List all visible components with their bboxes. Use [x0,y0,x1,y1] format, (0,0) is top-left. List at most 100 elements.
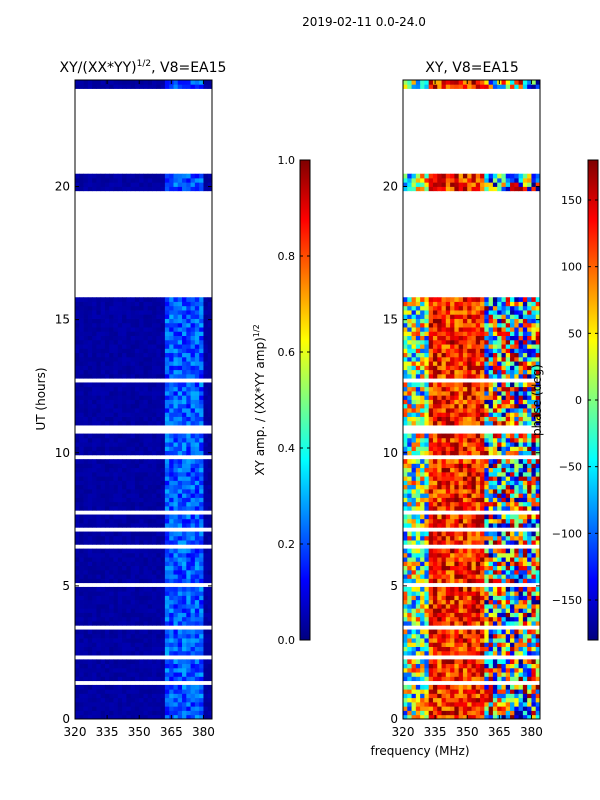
heatmap-cell [415,693,421,699]
heatmap-cell [531,506,537,511]
heatmap-cell [92,365,97,371]
heatmap-cell [190,310,196,315]
heatmap-cell [75,697,80,703]
heatmap-cell [207,173,212,179]
heatmap-cell [454,437,460,443]
heatmap-cell [467,548,472,554]
heatmap-cell [177,173,183,179]
heatmap-cell [75,437,80,443]
heatmap-cell [450,638,455,643]
heatmap-cell [415,659,421,665]
heatmap-cell [113,373,119,379]
heatmap-cell [467,663,472,669]
heatmap-cell [173,642,179,647]
heatmap-cell [173,433,179,439]
heatmap-cell [152,621,157,626]
heatmap-cell [199,322,204,328]
heatmap-cell [87,480,93,486]
heatmap-cell [182,395,187,400]
heatmap-cell [92,506,97,511]
heatmap-cell [169,650,174,656]
heatmap-cell [207,177,212,183]
heatmap-cell [83,710,89,716]
heatmap-cell [87,177,93,183]
heatmap-cell [130,463,136,469]
heatmap-cell [182,650,187,656]
heatmap-cell [160,706,166,711]
heatmap-cell [199,297,204,302]
heatmap-cell [164,331,170,336]
heatmap-cell [471,578,477,584]
heatmap-cell [79,331,84,336]
left-y-axis-label: UT (hours) [34,367,48,430]
heatmap-cell [79,557,84,562]
heatmap-cell [190,484,196,490]
heatmap-cell [415,501,421,507]
heatmap-cell [488,437,494,443]
heatmap-cell [83,608,89,613]
heatmap-cell [147,433,153,439]
heatmap-cell [96,173,102,179]
heatmap-cell [403,416,408,422]
heatmap-cell [164,467,170,473]
heatmap-cell [518,518,524,524]
heatmap-cell [518,586,524,592]
heatmap-cell [501,697,507,703]
heatmap-cell [100,621,106,626]
heatmap-cell [109,186,114,192]
heatmap-cell [75,591,80,596]
heatmap-cell [522,446,528,452]
heatmap-cell [177,514,183,520]
heatmap-cell [535,663,540,669]
heatmap-cell [164,339,170,345]
heatmap-cell [441,459,447,464]
heatmap-cell [173,80,179,85]
heatmap-cell [169,565,174,571]
heatmap-cell [75,629,80,635]
heatmap-cell [152,403,157,409]
heatmap-cell [96,667,102,673]
heatmap-cell [130,701,136,707]
heatmap-cell [428,667,434,673]
heatmap-cell [79,348,84,354]
heatmap-cell [190,305,196,311]
heatmap-cell [484,578,490,584]
heatmap-cell [130,629,136,635]
heatmap-cell [186,416,191,422]
heatmap-cell [113,433,119,439]
heatmap-cell [424,642,430,647]
heatmap-cell [79,706,84,711]
heatmap-cell [109,693,114,699]
heatmap-cell [147,531,153,537]
heatmap-cell [199,390,204,396]
heatmap-cell [450,650,455,656]
heatmap-cell [96,684,102,690]
heatmap-cell [415,459,421,464]
heatmap-cell [411,476,417,481]
heatmap-cell [104,373,110,379]
heatmap-cell [87,331,93,336]
heatmap-cell [428,540,434,545]
heatmap-cell [535,621,540,626]
heatmap-cell [143,569,149,575]
heatmap-cell [505,442,511,447]
heatmap-cell [130,348,136,354]
heatmap-cell [510,467,515,473]
heatmap-cell [488,497,494,503]
heatmap-cell [458,650,464,656]
heatmap-cell [518,608,524,613]
heatmap-cell [497,603,502,609]
heatmap-cell [186,642,191,647]
heatmap-cell [207,310,212,315]
heatmap-cell [117,369,123,375]
heatmap-cell [160,463,166,469]
heatmap-cell [126,297,132,302]
heatmap-cell [75,693,80,699]
heatmap-cell [156,395,162,400]
heatmap-cell [134,301,140,307]
heatmap-cell [484,467,490,473]
heatmap-cell [96,433,102,439]
heatmap-cell [462,633,468,639]
heatmap-cell [87,322,93,328]
heatmap-cell [458,569,464,575]
